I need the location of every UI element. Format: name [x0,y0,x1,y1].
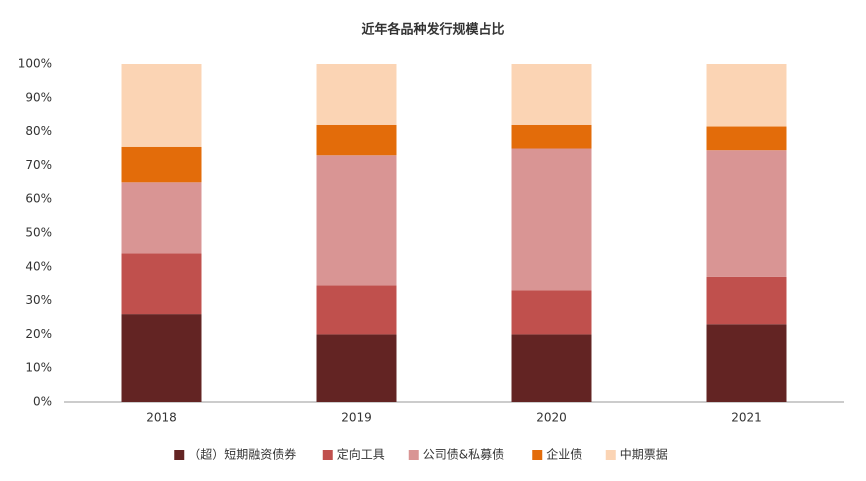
y-tick-label: 80% [25,124,52,138]
y-tick-label: 50% [25,226,52,240]
legend-swatch [174,450,185,460]
y-tick-label: 0% [33,395,52,409]
bar-segment [121,64,202,147]
x-tick-label: 2021 [731,411,762,425]
chart-title: 近年各品种发行规模占比 [361,22,504,38]
y-tick-label: 60% [25,192,52,206]
bar-segment [511,64,592,125]
legend-label: （超）短期融资债券 [188,447,296,462]
y-tick-label: 70% [25,158,52,172]
x-tick-label: 2018 [146,411,177,425]
y-tick-label: 30% [25,293,52,307]
bar-segment [511,290,592,335]
y-tick-label: 90% [25,90,52,104]
bar-segment [121,253,202,315]
legend-label: 中期票据 [620,447,668,462]
bar-segment [706,126,787,151]
bar-segment [706,150,787,277]
x-tick-label: 2019 [341,411,372,425]
bar-segment [316,124,397,156]
bar-segment [511,334,592,402]
bar-segment [706,64,787,127]
bar-segment [316,155,397,286]
legend-label: 定向工具 [337,447,385,462]
x-tick-label: 2020 [536,411,567,425]
legend-swatch [605,450,616,460]
bar-segment [121,146,202,183]
bar-segment [511,148,592,291]
bar-segment [511,124,592,149]
bar-segment [121,182,202,254]
bar-segment [316,285,397,335]
legend-swatch [532,450,543,460]
bar-segment [706,324,787,402]
legend-swatch [322,450,333,460]
legend-label: 企业债 [546,447,582,462]
bar-segment [316,334,397,402]
bar-segment [316,64,397,125]
bar-segment [121,314,202,402]
bar-segment [706,276,787,325]
y-tick-label: 20% [25,327,52,341]
legend-label: 公司债&私募债 [423,448,504,462]
y-tick-label: 100% [18,57,52,71]
y-tick-label: 10% [25,361,52,375]
y-tick-label: 40% [25,259,52,273]
legend-swatch [408,450,419,460]
